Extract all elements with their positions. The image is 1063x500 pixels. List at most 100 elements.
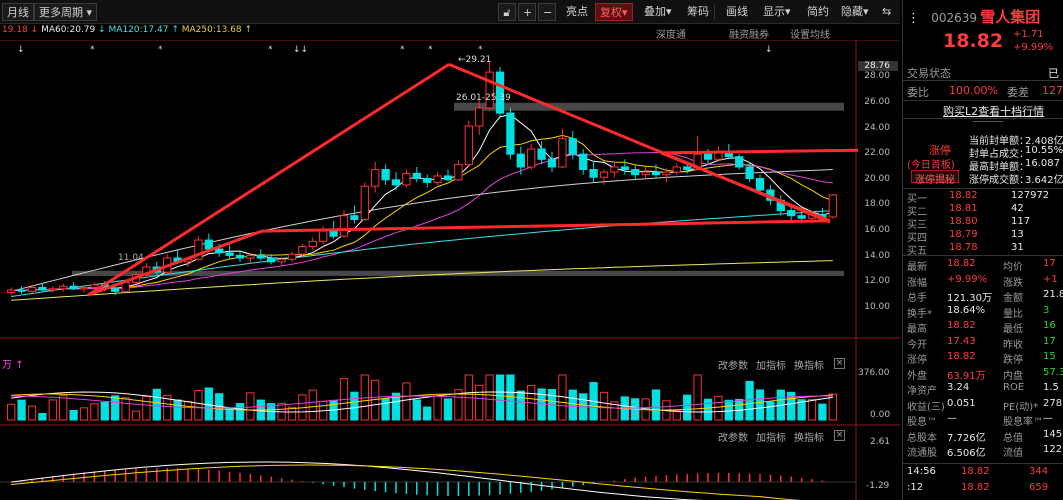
candle-body [277, 258, 286, 263]
volume-bar [714, 395, 723, 421]
limit-up-reveal-button[interactable]: 涨停揭秘 [911, 170, 959, 186]
candle-body [225, 252, 234, 256]
stat-value: 21.8 [1043, 289, 1063, 300]
range-annotation: 26.01-25.39 [456, 93, 511, 103]
deep-tape-link[interactable]: 深度通 [656, 30, 686, 41]
stat-value: 16 [1043, 320, 1056, 331]
volume-bar [693, 374, 702, 421]
chevron-down-icon: ▾ [666, 5, 672, 18]
candle-body [256, 254, 265, 259]
collapse-icon[interactable]: ⇆ [882, 5, 892, 18]
candle-body [568, 138, 577, 155]
candle-body [589, 169, 598, 178]
candle-body [194, 239, 203, 260]
drag-handle[interactable] [973, 121, 1003, 129]
candle-body [246, 254, 255, 259]
close-icon[interactable]: × [834, 358, 845, 369]
candle-body [360, 185, 369, 221]
candle-body [350, 215, 359, 221]
macd-add-indicator-button[interactable]: 加指标 [756, 433, 786, 444]
candles [7, 61, 837, 296]
candle-body [787, 210, 796, 217]
stat-label: 股息™ [907, 417, 937, 428]
event-marker: * [428, 45, 433, 55]
volume-bar [485, 374, 494, 421]
stock-code: 002639 [931, 11, 977, 25]
candle-body [579, 153, 588, 171]
l2-quote-link[interactable]: 购买L2查看十档行情 [943, 105, 1045, 118]
candle-body [79, 286, 89, 290]
volume-swap-indicator-button[interactable]: 换指标 [794, 361, 824, 372]
candle-body [391, 179, 401, 186]
volume-bar [90, 403, 99, 421]
chips-button[interactable]: 筹码 [687, 5, 709, 18]
volume-add-indicator-button[interactable]: 加指标 [756, 361, 786, 372]
stat-value: 3.24 [947, 382, 970, 393]
stat-label: 涨跌 [1003, 277, 1023, 289]
adjust-button[interactable]: 复权▾ [595, 3, 633, 21]
candle-body [485, 71, 494, 109]
stat-label: 昨收 [1003, 339, 1023, 351]
hide-button[interactable]: 隐藏▾ [837, 3, 873, 21]
simple-button[interactable]: 简约 [807, 5, 829, 18]
volume-bar [828, 393, 837, 421]
margin-link[interactable]: 融资融券 [729, 30, 769, 41]
volume-bar [27, 405, 37, 421]
stat-label: PE(动)* [1003, 401, 1039, 413]
candle-body [641, 171, 650, 176]
order-price: 18.80 [949, 216, 978, 227]
volume-bar [787, 391, 796, 421]
candle-body [755, 178, 765, 191]
low-price-annotation: 11.04 [118, 253, 144, 263]
scroll-icon[interactable]: ⋮ [907, 11, 920, 26]
tick-volume: 344 [1029, 466, 1049, 477]
ma-short-value: 19.18 [2, 25, 28, 35]
stat-value: 63.91万 [947, 370, 986, 382]
zoom-out-button[interactable]: − [538, 3, 556, 21]
more-periods-dropdown[interactable]: 更多周期 ▾ [34, 3, 98, 21]
stat-value: 18.64% [947, 304, 986, 316]
limit-up-title: 涨停 [929, 144, 951, 157]
draw-button[interactable]: 画线 [726, 5, 748, 18]
stat-label: 跌停 [1003, 355, 1023, 366]
high-price-annotation: ←29.21 [458, 55, 492, 65]
volume-bar [17, 399, 26, 421]
macd-swap-indicator-button[interactable]: 换指标 [794, 433, 824, 444]
stat-value: 7.726亿 [947, 432, 986, 444]
price-change-pct: +9.99% [1013, 42, 1053, 55]
candle-body [204, 239, 213, 250]
candle-body [745, 166, 754, 180]
period-selector[interactable]: 月线 [2, 3, 34, 21]
lock-icon[interactable]: 🔓︎ [498, 3, 516, 21]
display-button[interactable]: 显示▾ [759, 3, 795, 21]
volume-bar [246, 392, 255, 421]
order-level-label: 买二 [907, 207, 927, 218]
trend-drawings [87, 63, 859, 297]
order-price: 18.82 [949, 190, 978, 201]
candle-body [683, 166, 692, 171]
zoom-in-button[interactable]: + [518, 3, 536, 21]
event-marker: * [158, 45, 163, 55]
event-marker: * [478, 45, 483, 55]
stat-label: 今开 [907, 339, 927, 351]
order-level-label: 买三 [907, 220, 927, 231]
ratio-label: 委比 [907, 86, 929, 99]
limit-up-subtitle: (今日首板) [907, 160, 955, 171]
volume-bar [568, 389, 577, 421]
volume-params-button[interactable]: 改参数 [718, 361, 748, 372]
candle-body [537, 148, 546, 160]
seal-value: 10.55% [1025, 145, 1063, 156]
chevron-down-icon: ▾ [622, 6, 628, 19]
close-icon[interactable]: × [834, 430, 845, 441]
overlay-button[interactable]: 叠加▾ [640, 3, 676, 21]
diff-label: 委差 [1007, 86, 1029, 99]
candle-body [287, 253, 297, 260]
ma-settings-link[interactable]: 设置均线 [790, 30, 830, 41]
volume-ma5-line [11, 391, 833, 413]
order-volume: 117 [1011, 216, 1031, 227]
highlight-button[interactable]: 亮点 [566, 5, 588, 18]
macd-dif-line [11, 461, 704, 500]
volume-bar [287, 406, 297, 421]
volume-bar [423, 406, 432, 421]
macd-params-button[interactable]: 改参数 [718, 433, 748, 444]
